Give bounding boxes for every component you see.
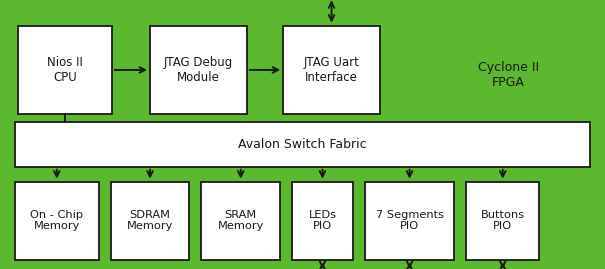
- Text: Buttons
PIO: Buttons PIO: [481, 210, 525, 231]
- Text: JTAG Debug
Module: JTAG Debug Module: [164, 56, 233, 84]
- Bar: [466, 182, 539, 260]
- Text: Nios II
CPU: Nios II CPU: [47, 56, 83, 84]
- Text: 7 Segments
PIO: 7 Segments PIO: [376, 210, 443, 231]
- Text: Avalon Switch Fabric: Avalon Switch Fabric: [238, 138, 367, 151]
- Bar: [111, 182, 189, 260]
- Text: SRAM
Memory: SRAM Memory: [218, 210, 264, 231]
- Text: Cyclone II
FPGA: Cyclone II FPGA: [477, 61, 539, 89]
- Bar: [150, 26, 247, 114]
- Text: On - Chip
Memory: On - Chip Memory: [30, 210, 83, 231]
- Bar: [15, 122, 590, 167]
- Text: SDRAM
Memory: SDRAM Memory: [127, 210, 173, 231]
- Text: LEDs
PIO: LEDs PIO: [309, 210, 336, 231]
- Bar: [365, 182, 454, 260]
- Bar: [201, 182, 280, 260]
- Bar: [15, 182, 99, 260]
- Text: JTAG Uart
Interface: JTAG Uart Interface: [304, 56, 359, 84]
- Bar: [283, 26, 380, 114]
- Bar: [292, 182, 353, 260]
- Bar: [18, 26, 112, 114]
